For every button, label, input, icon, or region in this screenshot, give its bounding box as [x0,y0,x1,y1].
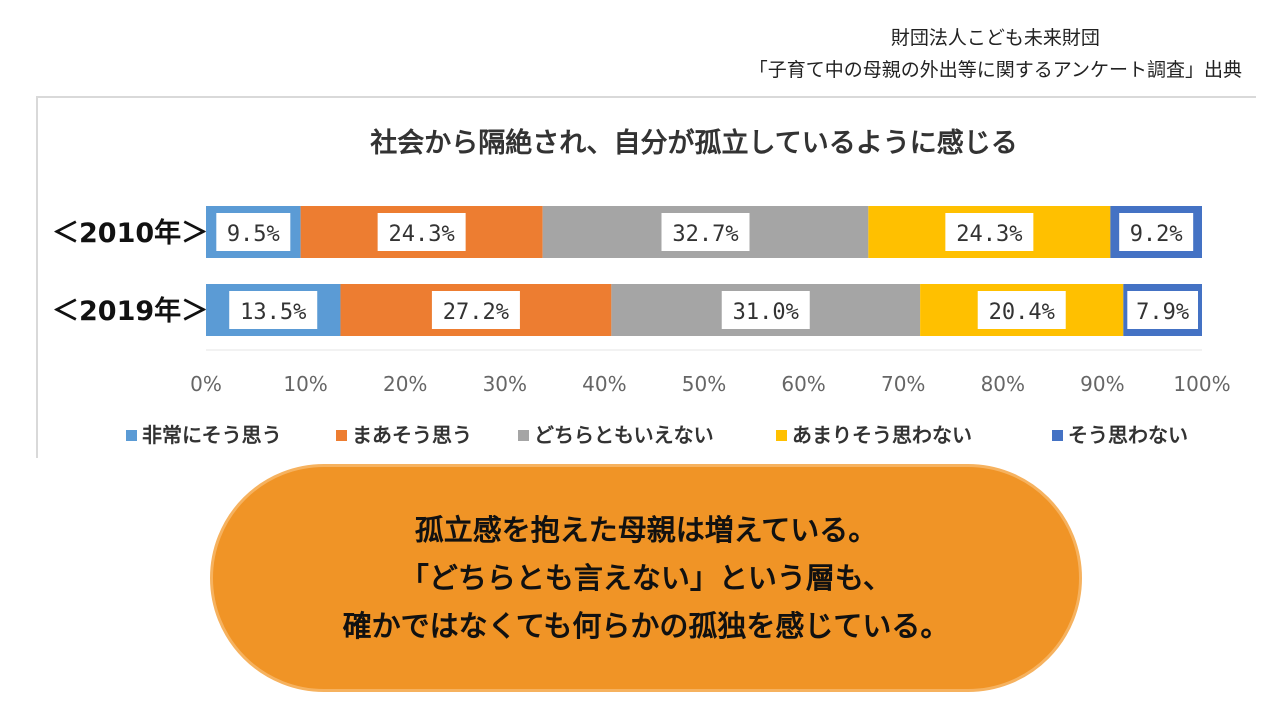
data-label: 9.5% [227,222,280,247]
data-label-box [229,291,318,329]
data-label: 32.7% [672,222,738,247]
stacked-bar-chart: 社会から隔絶され、自分が孤立しているように感じる ＜2010年＞ 9.5% 24.3%… [52,127,1231,447]
data-label: 24.3% [956,222,1022,247]
x-tick-label: 50% [682,372,726,396]
x-tick-label: 90% [1080,372,1124,396]
callout-line-2: 「どちらとも言えない」という層も、 [399,561,893,595]
legend-label: まあそう思う [352,423,472,447]
x-tick-label: 100% [1173,372,1230,396]
legend-swatch [1052,430,1063,441]
x-tick-label: 40% [582,372,626,396]
source-org: 財団法人こども未来財団 [890,27,1100,49]
data-label: 27.2% [443,300,509,325]
data-label-box [1119,213,1194,251]
legend-label: 非常にそう思う [142,423,282,447]
data-label-box [661,213,750,251]
legend-swatch [776,430,787,441]
data-label-box [431,291,520,329]
data-label-box [216,213,291,251]
data-label-box [977,291,1066,329]
chart-title: 社会から隔絶され、自分が孤立しているように感じる [370,127,1017,159]
x-tick-label: 0% [190,372,222,396]
category-label: ＜2019年＞ [52,295,208,327]
legend-label: どちらともいえない [534,423,714,447]
data-label: 9.2% [1130,222,1183,247]
chart-panel: 社会から隔絶され、自分が孤立しているように感じる ＜2010年＞ 9.5% 24.3%… [36,96,1256,458]
data-label-box [1127,291,1198,329]
legend-swatch [126,430,137,441]
data-label: 31.0% [733,300,799,325]
summary-callout: 孤立感を抱えた母親は増えている。 「どちらとも言えない」という層も、 確かではな… [210,464,1082,692]
source-note: 財団法人こども未来財団 「子育て中の母親の外出等に関するアンケート調査」出典 [749,22,1242,86]
legend-label: あまりそう思わない [792,423,972,447]
x-tick-label: 10% [283,372,327,396]
legend-label: そう思わない [1068,423,1188,447]
data-label-box [721,291,810,329]
x-tick-label: 80% [981,372,1025,396]
legend-swatch [518,430,529,441]
data-label: 7.9% [1136,300,1189,325]
x-tick-label: 60% [781,372,825,396]
callout-line-3: 確かではなくても何らかの孤独を感じている。 [342,609,950,643]
data-label: 20.4% [989,300,1055,325]
x-tick-label: 70% [881,372,925,396]
x-tick-label: 20% [383,372,427,396]
category-label: ＜2010年＞ [52,217,208,249]
data-label-box [377,213,466,251]
source-survey: 「子育て中の母親の外出等に関するアンケート調査」出典 [748,59,1242,81]
data-label-box [945,213,1034,251]
legend-swatch [336,430,347,441]
data-label: 13.5% [240,300,306,325]
data-label: 24.3% [389,222,455,247]
x-tick-label: 30% [483,372,527,396]
callout-line-1: 孤立感を抱えた母親は増えている。 [414,513,878,547]
